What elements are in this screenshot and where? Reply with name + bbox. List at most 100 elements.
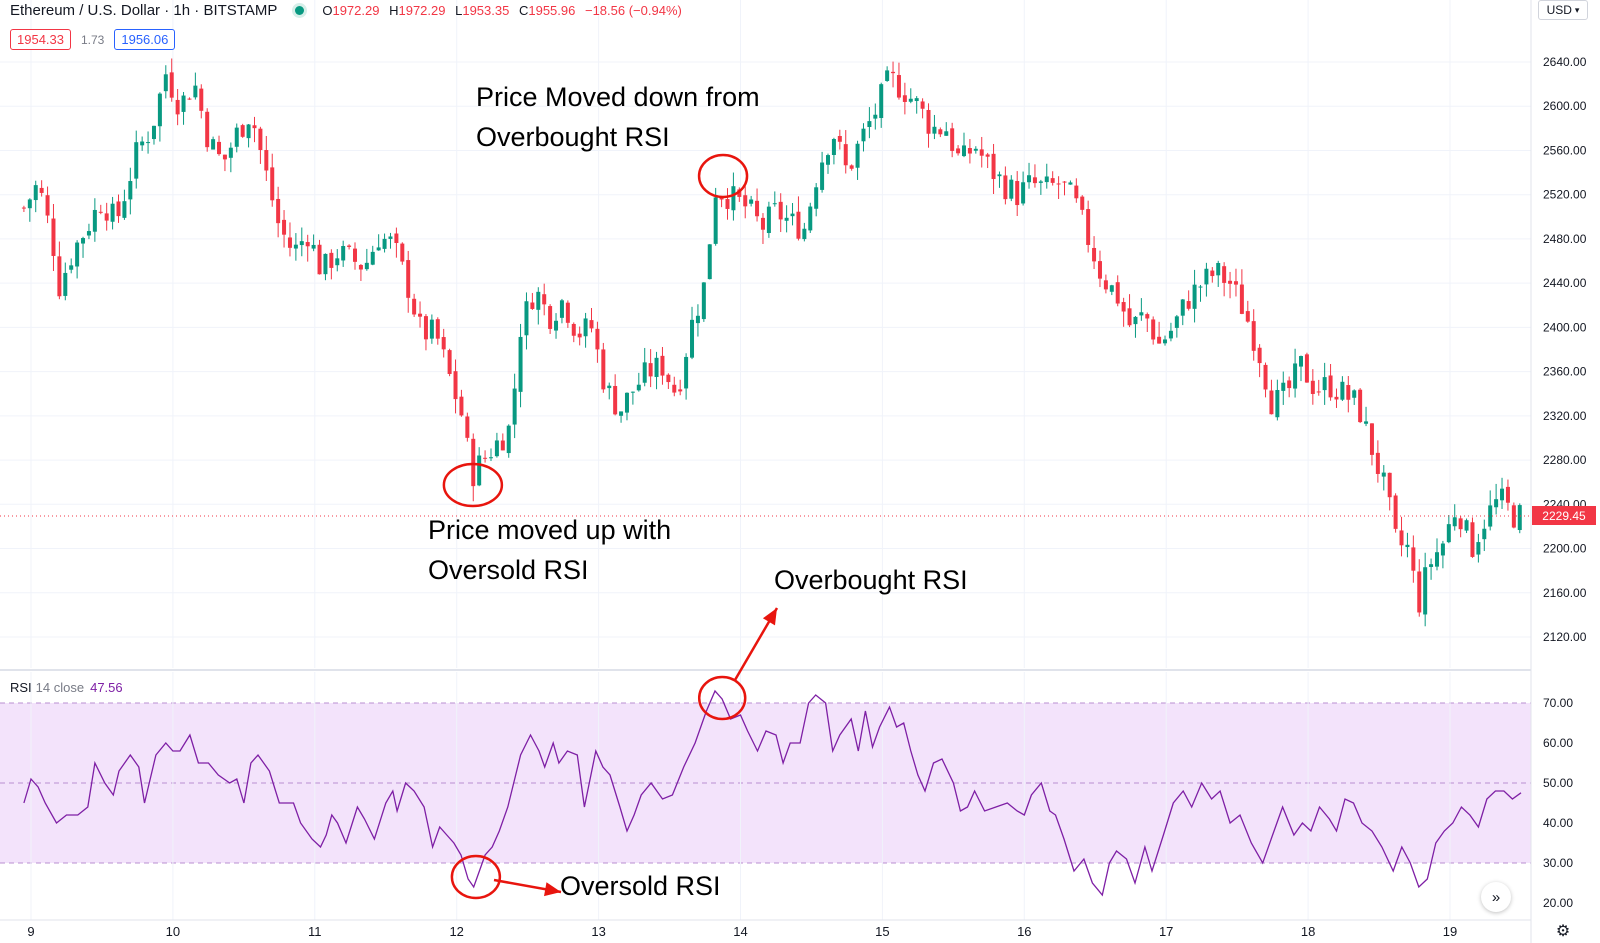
annotation-price-down-line2: Overbought RSI bbox=[476, 122, 670, 152]
candle-body bbox=[488, 457, 493, 459]
candle-body bbox=[636, 384, 641, 391]
price-tick-label: 2440.00 bbox=[1543, 276, 1587, 290]
chevron-down-icon: ▾ bbox=[1574, 4, 1580, 15]
candle-body bbox=[908, 98, 913, 102]
candle-body bbox=[1097, 261, 1102, 279]
candle-body bbox=[790, 213, 795, 217]
interval-label: 1h bbox=[173, 1, 191, 19]
price-tick-label: 2360.00 bbox=[1543, 365, 1587, 379]
candle-body bbox=[719, 197, 724, 200]
price-tick-label: 2280.00 bbox=[1543, 453, 1587, 467]
candle-body bbox=[1364, 421, 1369, 424]
candle-body bbox=[441, 337, 446, 350]
candle-body bbox=[376, 247, 381, 251]
candle-body bbox=[506, 425, 511, 454]
high-value: 1972.29 bbox=[398, 2, 446, 18]
rsi-legend[interactable]: RSI 14 close 47.56 bbox=[10, 680, 123, 695]
candle-body bbox=[447, 350, 452, 374]
symbol-header[interactable]: Ethereum / U.S. Dollar · 1h · BITSTAMP O… bbox=[10, 1, 682, 19]
candle-body bbox=[477, 455, 482, 486]
scroll-to-realtime-button[interactable]: » bbox=[1481, 882, 1511, 912]
candle-body bbox=[252, 125, 257, 129]
candle-body bbox=[879, 84, 884, 119]
candle-body bbox=[246, 124, 251, 139]
candle-body bbox=[104, 213, 109, 221]
candle-body bbox=[400, 243, 405, 262]
chart-settings-button[interactable]: ⚙ bbox=[1554, 922, 1572, 940]
candle-body bbox=[725, 199, 730, 209]
candle-body bbox=[329, 252, 334, 268]
candle-body bbox=[920, 101, 925, 109]
candle-body bbox=[1127, 308, 1132, 326]
candle-body bbox=[157, 93, 162, 127]
grid-layer bbox=[0, 0, 1531, 920]
candle-body bbox=[1281, 382, 1286, 391]
candle-body bbox=[666, 374, 671, 383]
candle-body bbox=[276, 198, 281, 224]
buy-price-button[interactable]: 1956.06 bbox=[114, 29, 176, 50]
candle-body bbox=[1027, 175, 1032, 183]
candle-body bbox=[861, 128, 866, 142]
ohlc-values: O1972.29 H1972.29 L1953.35 C1955.96 −18.… bbox=[322, 2, 682, 18]
candle-body bbox=[985, 154, 990, 157]
candle-body bbox=[914, 98, 919, 102]
candle-body bbox=[453, 371, 458, 400]
candle-body bbox=[991, 153, 996, 180]
candle-body bbox=[512, 388, 517, 425]
candle-body bbox=[542, 294, 547, 305]
x-tick-label: 10 bbox=[166, 924, 180, 939]
x-tick-label: 12 bbox=[449, 924, 463, 939]
rsi-line bbox=[23, 689, 1522, 897]
candle-body bbox=[855, 143, 860, 168]
candle-body bbox=[690, 319, 695, 358]
candle-body bbox=[1038, 181, 1043, 183]
candle-body bbox=[1021, 182, 1026, 204]
candle-body bbox=[122, 201, 127, 218]
price-tick-label: 2640.00 bbox=[1543, 55, 1587, 69]
candle-body bbox=[211, 139, 216, 150]
candle-body bbox=[51, 218, 56, 256]
candle-body bbox=[1293, 363, 1298, 389]
candle-body bbox=[1145, 314, 1150, 319]
candle-body bbox=[565, 302, 570, 323]
candle-body bbox=[808, 206, 813, 231]
annotation-layer bbox=[442, 153, 779, 900]
candle-body bbox=[86, 231, 91, 236]
sell-price-button[interactable]: 1954.33 bbox=[10, 29, 71, 50]
candle-body bbox=[548, 306, 553, 329]
candle-body bbox=[1399, 530, 1404, 546]
candle-body bbox=[1322, 377, 1327, 391]
candle-body bbox=[305, 242, 310, 247]
candle-body bbox=[1310, 380, 1315, 394]
candle-body bbox=[601, 349, 606, 390]
currency-dropdown[interactable]: USD ▾ bbox=[1538, 0, 1588, 20]
candle-body bbox=[554, 320, 559, 331]
candle-body bbox=[713, 197, 718, 244]
candle-body bbox=[1186, 301, 1191, 309]
candle-body bbox=[1434, 552, 1439, 567]
x-tick-label: 13 bbox=[591, 924, 605, 939]
candle-body bbox=[619, 411, 624, 416]
exchange-label: BITSTAMP bbox=[203, 1, 278, 19]
candle-body bbox=[33, 185, 38, 201]
candle-body bbox=[814, 187, 819, 209]
candle-body bbox=[1103, 280, 1108, 290]
candle-body bbox=[642, 362, 647, 383]
price-tick-label: 2120.00 bbox=[1543, 630, 1587, 644]
candle-body bbox=[1263, 364, 1268, 390]
candle-body bbox=[1375, 452, 1380, 474]
candle-body bbox=[412, 298, 417, 315]
candle-body bbox=[707, 244, 712, 280]
candle-body bbox=[1204, 268, 1209, 285]
candle-body bbox=[335, 258, 340, 266]
rsi-indicator-layer bbox=[23, 689, 1522, 897]
candle-body bbox=[979, 149, 984, 156]
candle-body bbox=[92, 209, 97, 232]
x-tick-label: 16 bbox=[1017, 924, 1031, 939]
currency-label: USD bbox=[1546, 3, 1572, 17]
candle-body bbox=[559, 300, 564, 318]
candle-body bbox=[826, 155, 831, 165]
candle-body bbox=[820, 162, 825, 190]
